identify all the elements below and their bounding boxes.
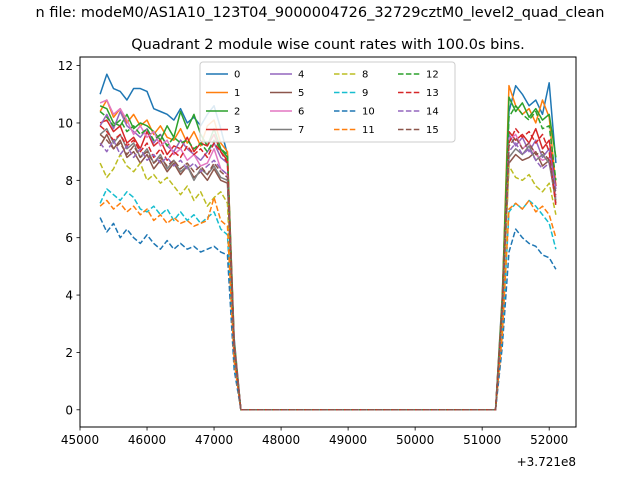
legend-label-10: 10 (362, 107, 375, 118)
plot-lines (99, 73, 557, 411)
chart-title: Quadrant 2 module wise count rates with … (131, 37, 525, 53)
series-line-12 (99, 105, 557, 411)
series-line-9 (99, 188, 557, 411)
legend-label-15: 15 (426, 125, 439, 136)
y-tick-label: 0 (65, 403, 73, 417)
x-tick-label: 46000 (128, 433, 166, 447)
y-tick-label: 6 (65, 231, 73, 245)
series-line-15 (99, 133, 557, 411)
x-tick-label: 51000 (463, 433, 501, 447)
series-line-10 (99, 217, 557, 411)
x-tick-label: 48000 (262, 433, 300, 447)
y-tick-label: 2 (65, 346, 73, 360)
series-line-14 (99, 139, 557, 411)
y-tick-label: 8 (65, 174, 73, 188)
figure-suptitle: n file: modeM0/AS1A10_123T04_9000004726_… (36, 5, 605, 21)
series-line-5 (99, 133, 557, 411)
legend-label-4: 4 (298, 70, 304, 81)
series-line-4 (99, 110, 557, 411)
plot-frame (79, 56, 577, 428)
x-tick-label: 45000 (61, 433, 99, 447)
legend-label-0: 0 (234, 70, 240, 81)
x-offset-label: +3.721e8 (517, 455, 576, 469)
legend-label-5: 5 (298, 88, 304, 99)
x-tick-label: 47000 (195, 433, 233, 447)
y-axis: 0 2 4 6 8 10 12 (58, 59, 80, 417)
legend-label-1: 1 (234, 88, 240, 99)
series-line-3 (99, 119, 557, 411)
x-tick-label: 50000 (396, 433, 434, 447)
x-axis: 45000 46000 47000 48000 49000 50000 51000 52000 (61, 427, 568, 447)
x-tick-label: 49000 (329, 433, 367, 447)
x-tick-label: 52000 (530, 433, 568, 447)
legend-box (199, 61, 456, 143)
series-line-8 (99, 153, 557, 411)
legend-label-8: 8 (362, 70, 368, 81)
legend-label-2: 2 (234, 107, 240, 118)
y-tick-label: 10 (58, 116, 73, 130)
series-line-13 (99, 125, 557, 411)
legend-label-13: 13 (426, 88, 439, 99)
legend-label-7: 7 (298, 125, 304, 136)
legend-label-9: 9 (362, 88, 368, 99)
series-line-11 (99, 196, 557, 411)
y-tick-label: 12 (58, 59, 73, 73)
series-line-6 (99, 99, 557, 411)
legend-label-3: 3 (234, 125, 240, 136)
legend-label-11: 11 (362, 125, 375, 136)
legend-label-14: 14 (426, 107, 439, 118)
legend-label-6: 6 (298, 107, 304, 118)
legend-label-12: 12 (426, 70, 439, 81)
y-tick-label: 4 (65, 289, 73, 303)
